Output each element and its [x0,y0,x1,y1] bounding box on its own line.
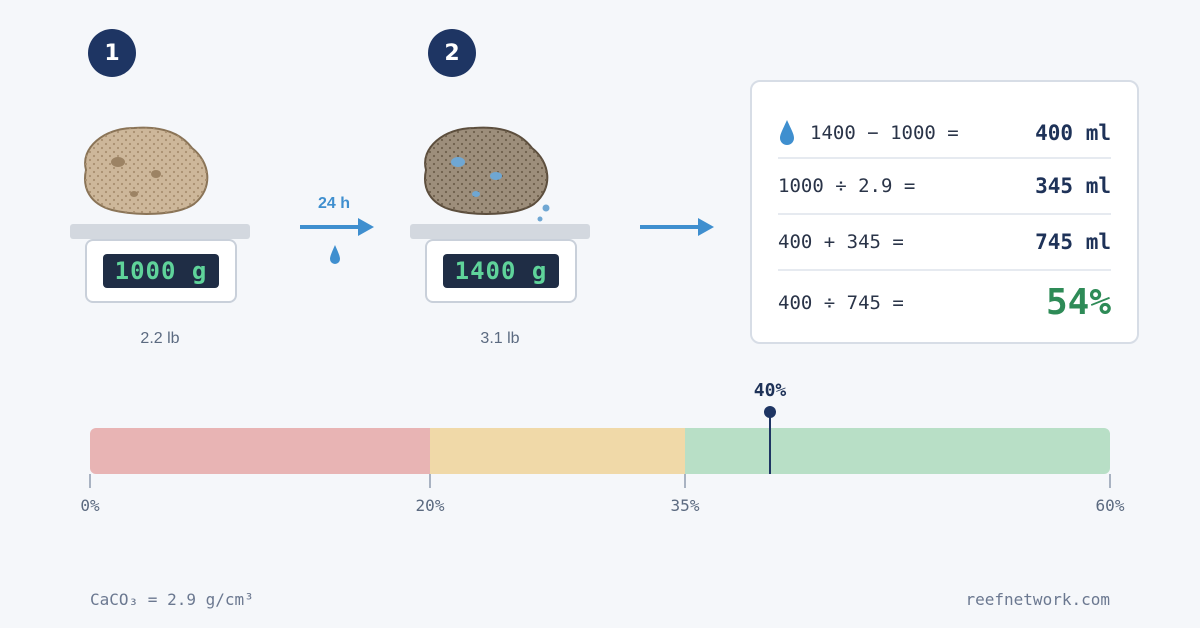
calc-divider [778,157,1111,159]
scale-2-body: 1400 g [425,239,577,303]
calc-result-3: 745 ml [1035,230,1111,254]
water-drop-icon [780,120,794,145]
porosity-tick-label: 0% [80,496,100,515]
calc-expr-2: 1000 ÷ 2.9 = [778,175,916,197]
calc-divider [778,213,1111,215]
porosity-marker-label: 40% [753,380,787,401]
porosity-scale-ticks: 0% 20% 35% 60% [80,474,1124,524]
calc-row-water-volume: 1400 − 1000 = 400 ml [778,118,1111,148]
porosity-zone-0 [90,428,430,474]
density-note: CaCO₃ = 2.9 g/cm³ [90,590,254,609]
scale-2-display: 1400 g [442,254,560,288]
calc-expr-4: 400 ÷ 745 = [778,291,904,314]
scale-2-weight-lb: 3.1 lb [480,330,520,347]
porosity-zone-2 [685,428,1110,474]
porosity-tick-label: 35% [670,496,700,515]
soak-arrow-icon [300,218,374,236]
porosity-marker-line [769,414,771,474]
soak-duration-label: 24 h [318,195,351,212]
step-1-badge: 1 [88,29,136,77]
scale-1-weight-lb: 2.2 lb [140,330,180,347]
calc-result-1: 400 ml [1035,121,1111,145]
scale-2-plate [410,224,590,239]
calc-result-porosity: 54% [1045,282,1111,323]
porosity-marker-dot [764,406,776,418]
porosity-tick [429,474,431,488]
scale-1-display: 1000 g [102,254,220,288]
calc-row-total-volume: 400 + 345 = 745 ml [778,230,1111,254]
soaked-rock-image [424,126,550,222]
calc-row-porosity: 400 ÷ 745 = 54% [778,282,1111,323]
porosity-tick [684,474,686,488]
porosity-zone-1 [430,428,685,474]
porosity-tick-label: 60% [1095,496,1125,515]
scale-1-plate [70,224,250,239]
result-arrow-icon [640,218,714,236]
porosity-tick [1109,474,1111,488]
calculation-card: 1400 − 1000 = 400 ml 1000 ÷ 2.9 = 345 ml… [750,80,1139,344]
porosity-tick [89,474,91,488]
step-2-number: 2 [444,40,460,66]
calc-divider [778,269,1111,271]
site-link[interactable]: reefnetwork.com [965,590,1111,609]
calc-result-2: 345 ml [1035,174,1111,198]
porosity-tick-label: 20% [415,496,445,515]
calc-row-solid-volume: 1000 ÷ 2.9 = 345 ml [778,174,1111,198]
step-2-badge: 2 [428,29,476,77]
scale-1-body: 1000 g [85,239,237,303]
calc-expr-3: 400 + 345 = [778,231,904,253]
step-1-number: 1 [104,40,120,66]
water-drop-icon [330,245,340,264]
dry-rock-image [84,126,209,215]
porosity-scale-bar [90,428,1110,474]
calc-expr-1: 1400 − 1000 = [810,122,959,144]
